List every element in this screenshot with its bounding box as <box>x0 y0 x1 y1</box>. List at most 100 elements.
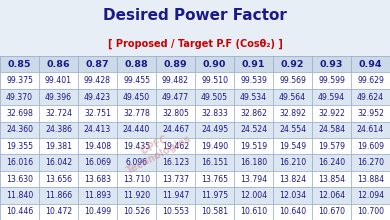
Bar <box>273 105 312 122</box>
Text: 11.975: 11.975 <box>201 191 228 200</box>
Bar <box>117 122 156 138</box>
Text: 16.016: 16.016 <box>6 158 33 167</box>
Bar <box>312 204 351 220</box>
Bar <box>156 154 195 171</box>
Bar <box>156 56 195 72</box>
Text: 49.624: 49.624 <box>357 93 384 102</box>
Text: 10.526: 10.526 <box>123 207 150 216</box>
Bar <box>78 187 117 204</box>
Bar <box>351 204 390 220</box>
Bar <box>273 171 312 187</box>
Bar <box>312 56 351 72</box>
Bar <box>0 89 39 105</box>
Bar <box>156 122 195 138</box>
Text: 13.656: 13.656 <box>45 174 72 183</box>
Bar <box>273 154 312 171</box>
Text: 12.004: 12.004 <box>240 191 267 200</box>
Bar <box>351 138 390 154</box>
Text: 49.477: 49.477 <box>162 93 189 102</box>
Bar <box>0 72 39 89</box>
Text: [ Proposed / Target P.F (Cosθ₂) ]: [ Proposed / Target P.F (Cosθ₂) ] <box>108 39 282 49</box>
Text: 19.355: 19.355 <box>6 142 33 151</box>
Text: 0.94: 0.94 <box>359 60 382 69</box>
Bar <box>156 187 195 204</box>
Text: 11.840: 11.840 <box>6 191 33 200</box>
Text: 24.614: 24.614 <box>357 125 384 134</box>
Bar <box>312 89 351 105</box>
Text: 0.89: 0.89 <box>164 60 187 69</box>
Text: 10.581: 10.581 <box>201 207 228 216</box>
Bar <box>156 138 195 154</box>
Text: 19.408: 19.408 <box>84 142 111 151</box>
Bar <box>351 72 390 89</box>
Bar <box>117 105 156 122</box>
Text: 32.833: 32.833 <box>201 109 228 118</box>
Bar <box>78 72 117 89</box>
Bar <box>78 89 117 105</box>
Bar <box>78 56 117 72</box>
Bar <box>195 204 234 220</box>
Bar <box>195 122 234 138</box>
Bar <box>234 122 273 138</box>
Text: 13.824: 13.824 <box>279 174 306 183</box>
Text: 99.428: 99.428 <box>84 76 111 85</box>
Bar <box>234 138 273 154</box>
Text: 32.805: 32.805 <box>162 109 189 118</box>
Bar <box>312 154 351 171</box>
Bar <box>117 89 156 105</box>
Text: 24.440: 24.440 <box>123 125 150 134</box>
Bar <box>351 105 390 122</box>
Text: 24.584: 24.584 <box>318 125 345 134</box>
Bar <box>156 105 195 122</box>
Bar <box>39 187 78 204</box>
Bar <box>351 187 390 204</box>
Text: 16.270: 16.270 <box>357 158 384 167</box>
Text: 24.360: 24.360 <box>6 125 33 134</box>
Text: 13.630: 13.630 <box>6 174 33 183</box>
Text: ©PFC
Technologies: ©PFC Technologies <box>119 123 193 176</box>
Bar <box>273 122 312 138</box>
Text: 11.920: 11.920 <box>123 191 150 200</box>
Text: 32.751: 32.751 <box>84 109 111 118</box>
Bar <box>351 122 390 138</box>
Bar <box>234 204 273 220</box>
Text: 13.710: 13.710 <box>123 174 150 183</box>
Bar <box>0 204 39 220</box>
Bar <box>234 187 273 204</box>
Text: 0.91: 0.91 <box>242 60 265 69</box>
Text: 19.490: 19.490 <box>201 142 228 151</box>
Bar <box>351 171 390 187</box>
Text: 10.499: 10.499 <box>84 207 111 216</box>
Text: 13.794: 13.794 <box>240 174 267 183</box>
Text: 99.482: 99.482 <box>162 76 189 85</box>
Text: 24.467: 24.467 <box>162 125 189 134</box>
Text: 99.599: 99.599 <box>318 76 345 85</box>
Bar <box>273 187 312 204</box>
Text: 19.462: 19.462 <box>162 142 189 151</box>
Bar <box>273 204 312 220</box>
Bar <box>234 154 273 171</box>
Bar <box>78 105 117 122</box>
Bar <box>78 122 117 138</box>
Bar <box>0 56 39 72</box>
Text: 99.401: 99.401 <box>45 76 72 85</box>
Text: 19.579: 19.579 <box>318 142 345 151</box>
Bar <box>39 171 78 187</box>
Text: 24.413: 24.413 <box>84 125 111 134</box>
Bar <box>39 154 78 171</box>
Text: 49.505: 49.505 <box>201 93 228 102</box>
Text: 32.778: 32.778 <box>123 109 150 118</box>
Text: 13.765: 13.765 <box>201 174 228 183</box>
Text: 32.952: 32.952 <box>357 109 384 118</box>
Text: 32.724: 32.724 <box>45 109 72 118</box>
Bar <box>0 122 39 138</box>
Bar <box>156 204 195 220</box>
Text: 19.609: 19.609 <box>357 142 384 151</box>
Bar <box>273 89 312 105</box>
Text: 99.510: 99.510 <box>201 76 228 85</box>
Bar <box>312 72 351 89</box>
Text: 0.88: 0.88 <box>125 60 148 69</box>
Bar <box>156 72 195 89</box>
Bar <box>234 72 273 89</box>
Bar <box>195 171 234 187</box>
